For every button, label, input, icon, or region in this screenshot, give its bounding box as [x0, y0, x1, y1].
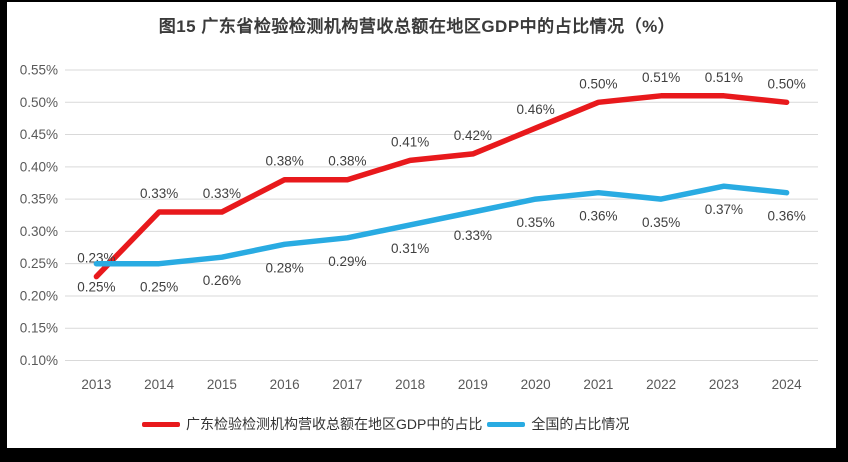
screenshot-border-bottom: [0, 448, 848, 462]
data-label-guangdong: 0.51%: [705, 70, 743, 85]
screenshot-border-top: [0, 0, 848, 2]
x-axis-tick-label: 2015: [207, 377, 237, 392]
screenshot-border-right: [836, 0, 848, 462]
data-label-guangdong: 0.50%: [579, 76, 617, 91]
data-label-national: 0.25%: [77, 280, 115, 295]
data-label-national: 0.37%: [705, 202, 743, 217]
data-label-guangdong: 0.33%: [203, 186, 241, 201]
y-axis-tick-label: 0.10%: [20, 353, 58, 368]
x-axis-tick-label: 2019: [458, 377, 488, 392]
x-axis-tick-label: 2023: [709, 377, 739, 392]
series-line-national: [93, 183, 790, 267]
legend-swatch-national-line: [487, 421, 526, 427]
y-axis-tick-label: 0.35%: [20, 192, 58, 207]
data-label-national: 0.36%: [579, 209, 617, 224]
data-label-national: 0.36%: [767, 209, 805, 224]
x-axis-tick-label: 2013: [81, 377, 111, 392]
series-line-guangdong: [93, 93, 790, 280]
data-label-national: 0.35%: [642, 215, 680, 230]
data-label-guangdong: 0.38%: [328, 154, 366, 169]
legend-label-guangdong: 广东检验检测机构营收总额在地区GDP中的占比: [186, 416, 483, 432]
data-label-national: 0.28%: [265, 260, 303, 275]
data-label-national: 0.33%: [454, 228, 492, 243]
y-axis-tick-label: 0.30%: [20, 224, 58, 239]
data-label-national: 0.31%: [391, 241, 429, 256]
data-label-guangdong: 0.38%: [265, 154, 303, 169]
y-axis-tick-label: 0.20%: [20, 288, 58, 303]
data-label-national: 0.29%: [328, 254, 366, 269]
x-axis-tick-label: 2018: [395, 377, 425, 392]
y-axis-tick-label: 0.40%: [20, 159, 58, 174]
x-axis-tick-label: 2017: [332, 377, 362, 392]
data-label-national: 0.25%: [140, 280, 178, 295]
y-axis-tick-label: 0.55%: [20, 63, 58, 78]
chart-title: 图15 广东省检验检测机构营收总额在地区GDP中的占比情况（%）: [158, 17, 676, 36]
y-axis-tick-label: 0.45%: [20, 127, 58, 142]
data-label-national: 0.35%: [516, 215, 554, 230]
data-label-guangdong: 0.41%: [391, 134, 429, 149]
y-axis-tick-label: 0.15%: [20, 321, 58, 336]
x-axis-tick-label: 2021: [583, 377, 613, 392]
x-axis-tick-label: 2020: [521, 377, 551, 392]
legend-swatch-guangdong-line: [142, 421, 180, 427]
data-label-guangdong: 0.50%: [767, 76, 805, 91]
data-label-national: 0.26%: [203, 273, 241, 288]
legend: 广东检验检测机构营收总额在地区GDP中的占比 全国的占比情况: [142, 414, 634, 434]
data-label-guangdong: 0.42%: [454, 128, 492, 143]
x-axis-tick-label: 2014: [144, 377, 175, 392]
y-axis-tick-label: 0.50%: [20, 95, 58, 110]
y-axis-tick-label: 0.25%: [20, 256, 58, 271]
x-axis-tick-label: 2022: [646, 377, 676, 392]
data-label-guangdong: 0.51%: [642, 70, 680, 85]
x-axis-tick-label: 2016: [270, 377, 300, 392]
data-label-guangdong: 0.33%: [140, 186, 178, 201]
x-axis-tick-label: 2024: [772, 377, 803, 392]
screenshot-border-left: [0, 0, 7, 448]
data-label-guangdong: 0.46%: [516, 102, 554, 117]
legend-label-national: 全国的占比情况: [531, 416, 630, 432]
